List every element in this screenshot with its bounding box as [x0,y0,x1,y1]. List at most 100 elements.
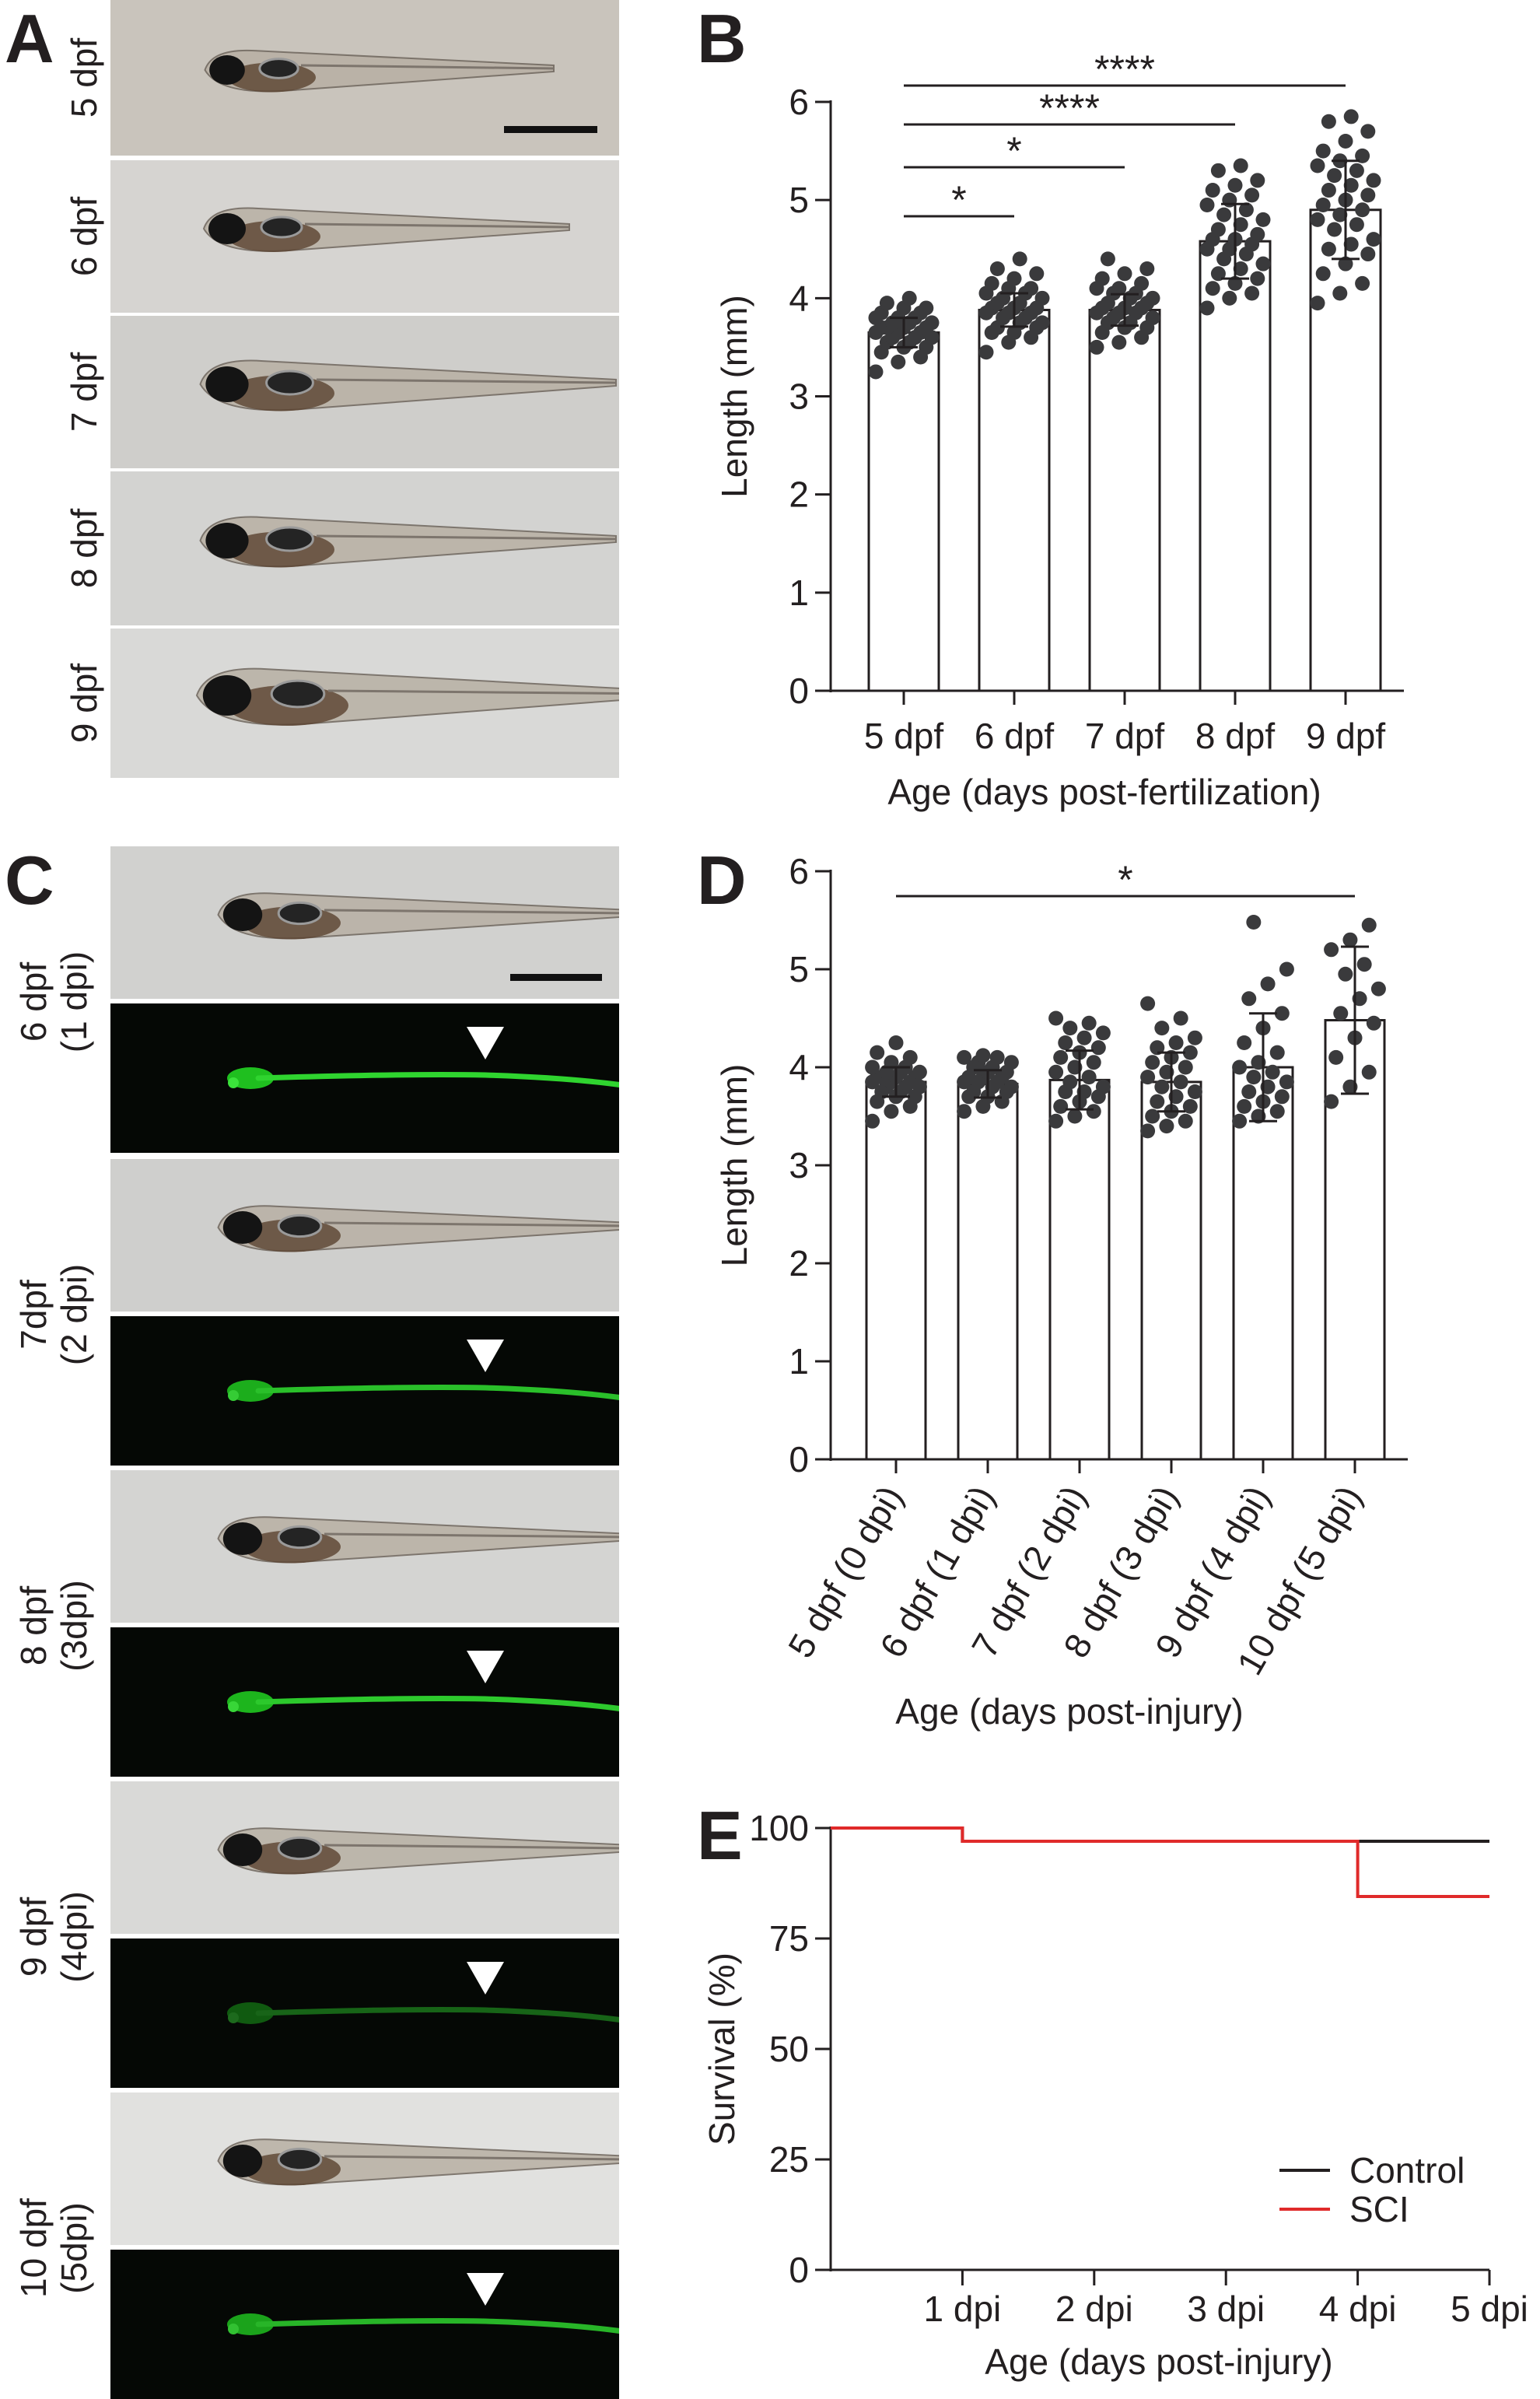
data-point [1140,1123,1156,1139]
data-point [1094,271,1110,286]
y-tick-label: 4 [789,1047,809,1087]
data-point [1274,1089,1290,1105]
data-point [1048,1113,1064,1129]
y-axis-label: Length (mm) [714,295,754,498]
injury-arrowhead [467,1027,504,1059]
data-point [902,1049,918,1065]
significance-label: * [1006,129,1021,173]
fluorescence-photo [110,2250,619,2399]
data-point [1269,1045,1285,1060]
data-point [1310,212,1325,227]
chart-E: 0 25 50 75 100 1 dpi 2 dpi 3 dpi 4 dpi 5 dpi Contr… [702,1808,1528,2382]
bar [1088,308,1161,692]
larva-photo [110,0,619,156]
data-point [1227,177,1243,193]
data-point [868,364,884,380]
data-point [1145,290,1160,306]
data-point [1366,173,1381,188]
data-point [1111,281,1127,296]
x-tick-label: 3 dpi [1187,2289,1265,2329]
brightfield-photo [110,846,619,999]
data-point [1327,168,1342,184]
data-point [1255,212,1271,227]
data-point [989,261,1005,276]
y-tick-label: 1 [789,1341,809,1382]
y-tick-label: 75 [769,1918,809,1959]
data-point [1140,1070,1156,1085]
data-point [1048,1064,1064,1080]
data-point [1349,217,1364,233]
data-point [1246,915,1262,930]
data-point [1095,1025,1111,1041]
data-point [1310,296,1325,311]
data-point [984,275,999,291]
y-axis-label: Length (mm) [714,1064,754,1267]
data-point [1145,1108,1160,1124]
data-point [1178,1059,1193,1075]
series-line-control [831,1826,1489,1844]
data-point [1210,222,1226,237]
significance-label: **** [1094,47,1155,91]
x-tick-label: 7 dpf [1085,716,1165,756]
data-point [1361,1064,1377,1080]
data-point [912,1064,927,1080]
bar [978,308,1051,692]
bar [1309,208,1382,692]
data-point [1210,163,1226,178]
data-point [888,1035,904,1050]
data-point [1355,202,1370,218]
data-point [1150,1094,1165,1109]
data-point [1355,148,1370,163]
fluorescence-photo [110,1316,619,1466]
data-point [1315,266,1331,282]
data-point [1090,1040,1106,1056]
data-point [879,296,894,311]
data-point [1182,1045,1198,1060]
data-point [1117,266,1132,282]
data-point [1205,183,1220,198]
x-tick-label: 4 dpi [1319,2289,1397,2329]
data-point [1058,1035,1073,1050]
fluorescence-photo [110,1938,619,2088]
data-point [1187,1084,1202,1099]
data-point [1310,158,1325,173]
y-tick-label: 2 [789,1243,809,1284]
y-tick-label: 1 [789,573,809,613]
data-point [1324,1094,1339,1109]
larva-photo [110,471,619,625]
data-point [901,290,917,306]
fluorescence-photo [110,1003,619,1153]
data-point [1150,1040,1165,1056]
data-point [1279,1074,1294,1090]
y-tick-label: 6 [789,851,809,891]
data-point [1237,1035,1252,1050]
data-point [1233,217,1248,233]
data-point [1111,334,1127,350]
data-point [978,345,994,360]
data-point [1360,247,1376,262]
y-tick-label: 5 [789,949,809,989]
data-point [1250,226,1265,242]
data-point [1012,251,1027,267]
x-tick-label: 2 dpi [1055,2289,1133,2329]
brightfield-photo [110,1781,619,1934]
data-point [865,1113,880,1129]
data-point [1333,1006,1349,1021]
bar [1199,240,1272,692]
data-point [924,315,940,331]
data-point [1003,1055,1019,1070]
data-point [1355,275,1370,291]
data-point [1089,339,1104,355]
panel-letter-d: D [697,842,747,919]
data-point [1321,241,1336,257]
data-point [1260,976,1276,992]
data-point [1168,1035,1184,1050]
y-tick-label: 100 [749,1808,809,1848]
x-tick-label: 9 dpf [1306,716,1386,756]
data-point [1173,1010,1188,1026]
data-point [1205,281,1220,296]
data-point [1342,932,1358,947]
data-point [1034,315,1050,331]
data-point [1244,285,1260,301]
